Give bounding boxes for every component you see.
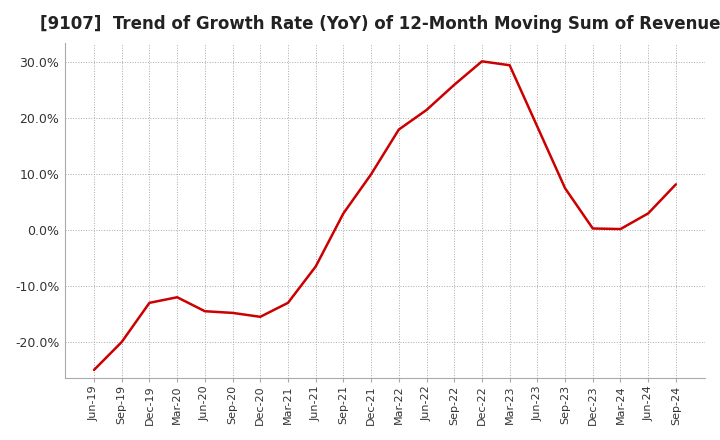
Title: [9107]  Trend of Growth Rate (YoY) of 12-Month Moving Sum of Revenues: [9107] Trend of Growth Rate (YoY) of 12-… [40, 15, 720, 33]
